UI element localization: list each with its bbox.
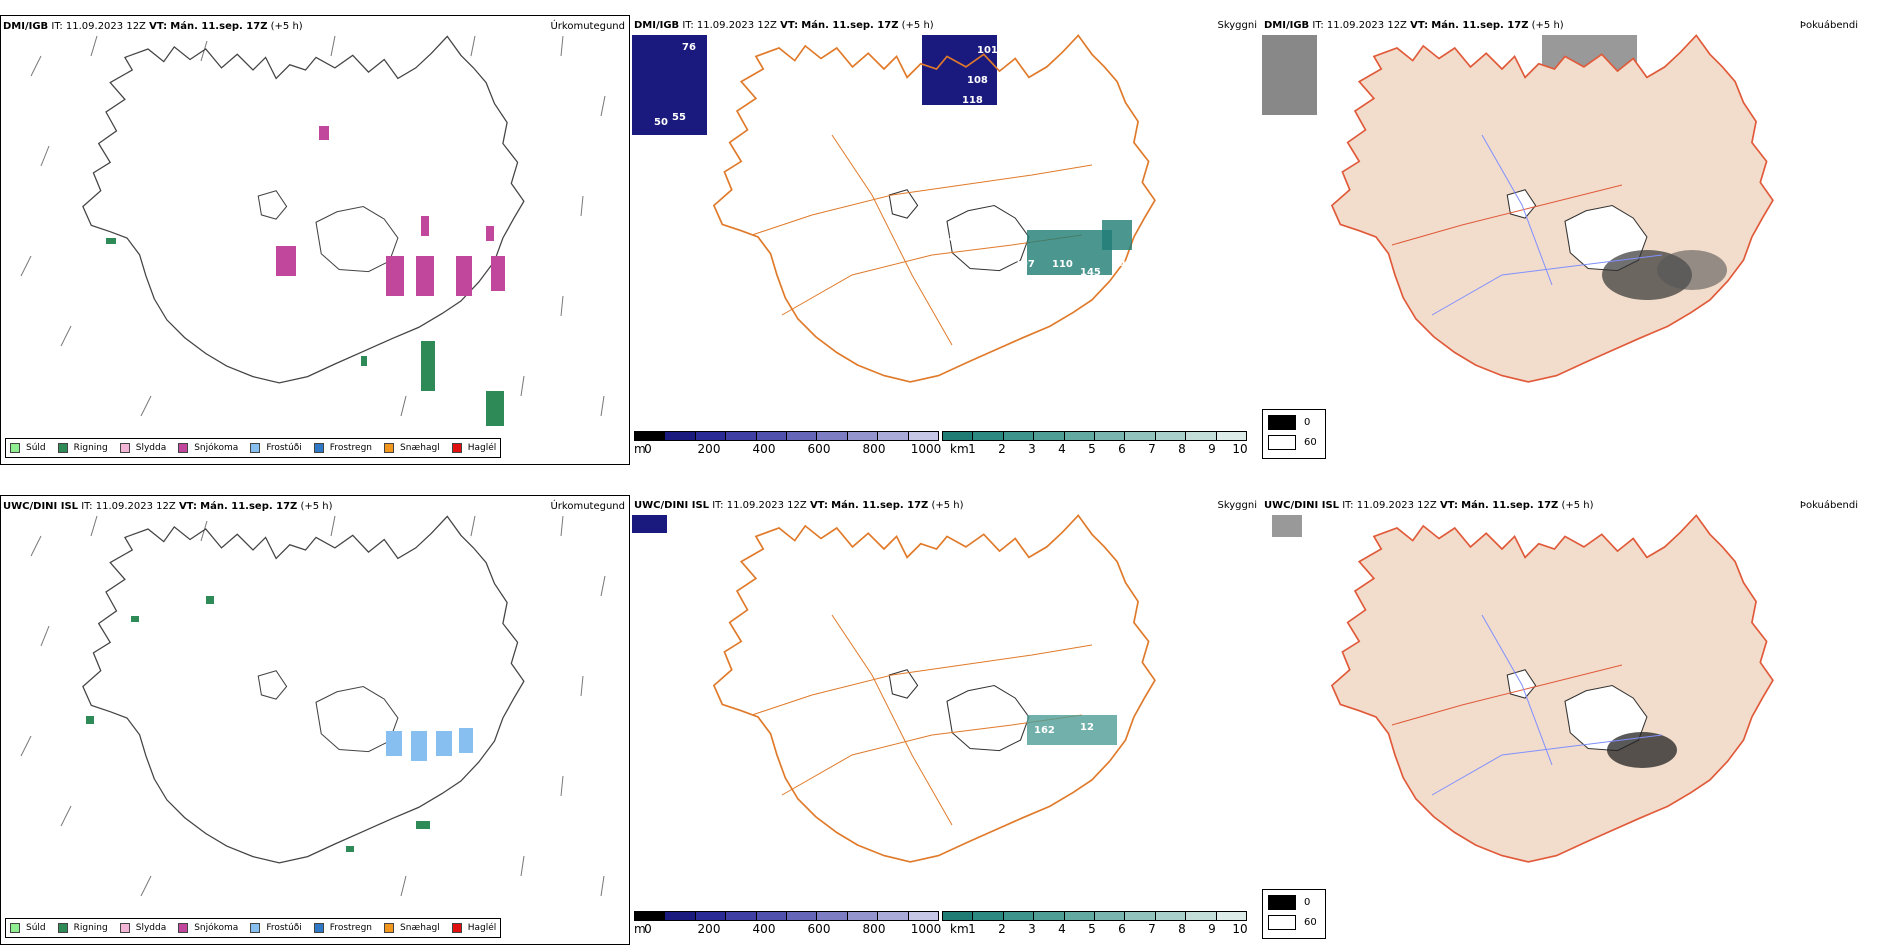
visibility-colorbar: km 1 2 3 4 5 6 7 8 9 10: [942, 911, 1248, 939]
fog-legend: 0 60: [1262, 889, 1326, 939]
svg-text:145: 145: [1080, 267, 1101, 278]
svg-text:55: 55: [672, 112, 686, 123]
svg-text:297: 297: [1014, 259, 1035, 270]
legend-item: Frostregn: [313, 923, 372, 933]
svg-text:98: 98: [942, 233, 956, 244]
panel-uwc-precip-type: UWC/DINI ISL IT: 11.09.2023 12Z VT: Mán.…: [0, 495, 630, 945]
legend-item: Súld: [10, 923, 46, 933]
legend-item: Slydda: [119, 443, 166, 453]
svg-text:140: 140: [1112, 259, 1133, 270]
svg-text:76: 76: [682, 42, 696, 53]
svg-text:52: 52: [644, 137, 658, 148]
panel-product-label: Úrkomutegund: [550, 21, 625, 32]
legend-item: Haglél: [451, 443, 496, 453]
svg-text:108: 108: [967, 75, 988, 86]
panel-title: DMI/IGB IT: 11.09.2023 12Z VT: Mán. 11.s…: [634, 20, 934, 31]
ceiling-colorbar: m 0 200 400 600 800 1000: [634, 911, 941, 939]
svg-text:52: 52: [844, 135, 858, 146]
panel-product-label: Úrkomutegund: [550, 501, 625, 512]
svg-text:105: 105: [940, 105, 961, 116]
visibility-colorbar: km 1 2 3 4 5 6 7 8 9 10: [942, 431, 1248, 459]
panel-product-label: Skyggni: [1217, 500, 1257, 511]
legend-item: Frostúði: [250, 923, 302, 933]
precip-type-legend: Súld Rigning Slydda Snjókoma Frostúði Fr…: [5, 438, 502, 458]
precip-map: [20, 35, 606, 426]
svg-text:101: 101: [977, 45, 998, 56]
svg-text:249: 249: [1030, 277, 1051, 288]
panel-title: DMI/IGB IT: 11.09.2023 12Z VT: Mán. 11.s…: [3, 21, 303, 32]
ceiling-unit: m: [634, 442, 646, 456]
rain-areas: [106, 238, 504, 426]
svg-text:162: 162: [1034, 725, 1055, 736]
legend-item: Súld: [10, 443, 46, 453]
ceiling-colorbar: m 0 200 400 600 800 1000: [634, 431, 941, 459]
panel-dmi-precip-type: DMI/IGB IT: 11.09.2023 12Z VT: Mán. 11.s…: [0, 15, 630, 465]
precip-type-legend: Súld Rigning Slydda Snjókoma Frostúði Fr…: [5, 918, 502, 938]
legend-item: Snæhagl: [384, 923, 440, 933]
visibility-map: 76 101 108 118 105 50 55 52 52 17 98 297…: [632, 34, 1156, 383]
snow-areas: [276, 126, 505, 296]
legend-item: Rigning: [57, 923, 108, 933]
svg-text:189: 189: [1067, 279, 1088, 290]
svg-text:110: 110: [1052, 259, 1073, 270]
panel-dmi-visibility: DMI/IGB IT: 11.09.2023 12Z VT: Mán. 11.s…: [632, 15, 1257, 465]
panel-dmi-fog: DMI/IGB IT: 11.09.2023 12Z VT: Mán. 11.s…: [1262, 15, 1862, 465]
legend-item: Snæhagl: [384, 443, 440, 453]
legend-item: Frostúði: [250, 443, 302, 453]
panel-title: UWC/DINI ISL IT: 11.09.2023 12Z VT: Mán.…: [3, 501, 333, 512]
panel-product-label: Skyggni: [1217, 20, 1257, 31]
svg-text:12: 12: [1080, 722, 1094, 733]
svg-text:88: 88: [1054, 335, 1068, 346]
svg-text:17: 17: [932, 134, 946, 145]
fog-legend: 0 60: [1262, 409, 1326, 459]
legend-item: Frostregn: [313, 443, 372, 453]
legend-item: Snjókoma: [178, 443, 238, 453]
svg-text:118: 118: [962, 95, 983, 106]
panel-title: UWC/DINI ISL IT: 11.09.2023 12Z VT: Mán.…: [1264, 500, 1594, 511]
wind-barbs: [20, 35, 606, 417]
legend-item: Haglél: [451, 923, 496, 933]
legend-item: Slydda: [119, 923, 166, 933]
panel-uwc-fog: UWC/DINI ISL IT: 11.09.2023 12Z VT: Mán.…: [1262, 495, 1862, 945]
panel-title: DMI/IGB IT: 11.09.2023 12Z VT: Mán. 11.s…: [1264, 20, 1564, 31]
panel-title: UWC/DINI ISL IT: 11.09.2023 12Z VT: Mán.…: [634, 500, 964, 511]
fog-map: [1262, 34, 1774, 383]
precip-map: [20, 515, 606, 897]
panel-uwc-visibility: UWC/DINI ISL IT: 11.09.2023 12Z VT: Mán.…: [632, 495, 1257, 945]
svg-text:50: 50: [654, 117, 668, 128]
fog-map: [1272, 514, 1774, 863]
legend-item: Rigning: [57, 443, 108, 453]
legend-item: Snjókoma: [178, 923, 238, 933]
panel-product-label: Þokuábendi: [1799, 20, 1858, 31]
panel-product-label: Þokuábendi: [1799, 500, 1858, 511]
visibility-map: 162 12: [632, 514, 1156, 863]
